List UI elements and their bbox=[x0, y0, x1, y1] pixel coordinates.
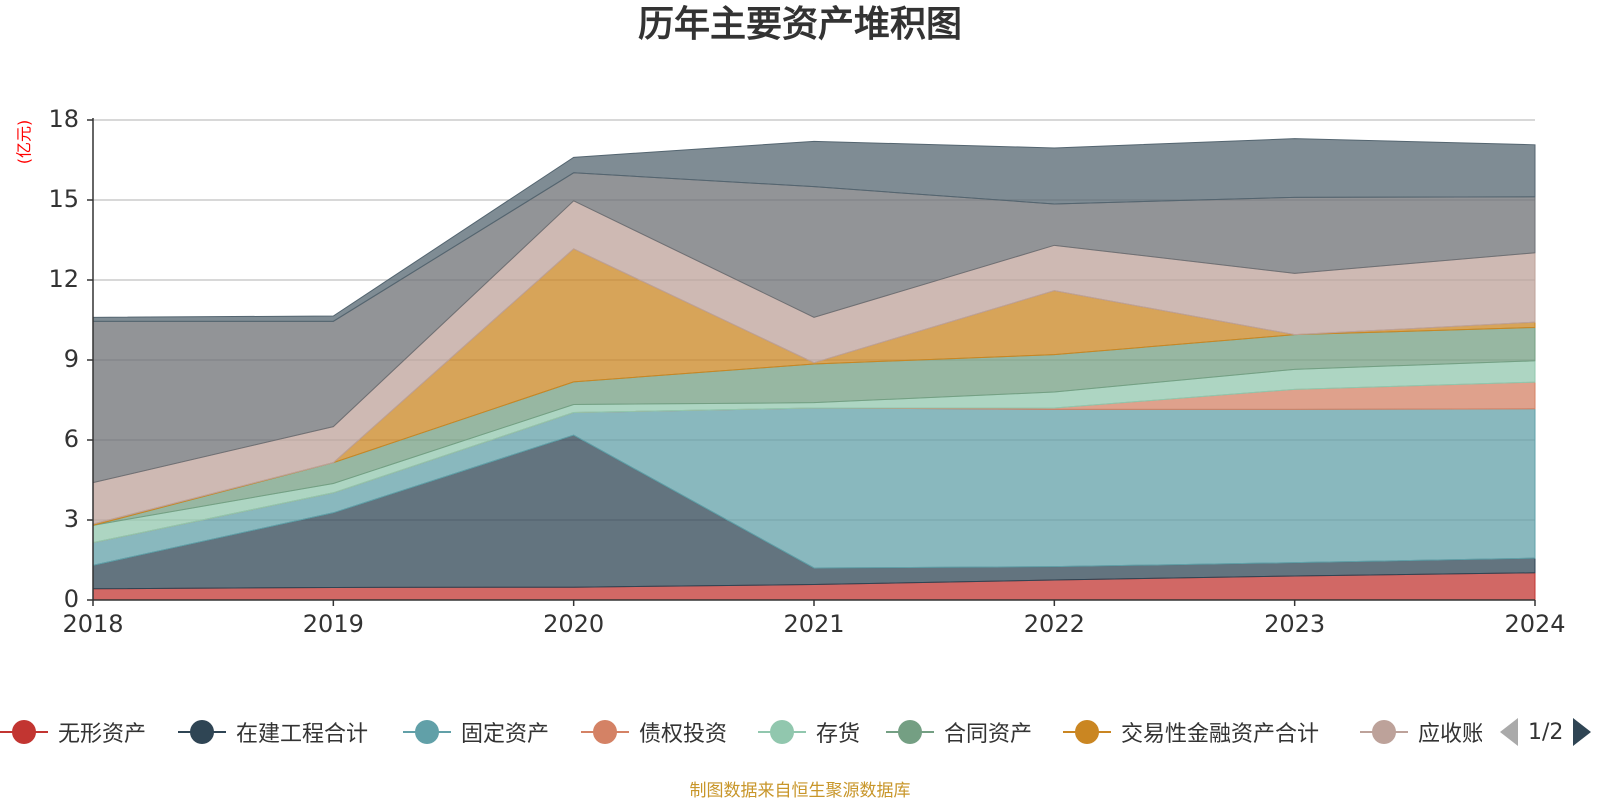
y-tick-label: 12 bbox=[48, 265, 79, 293]
y-tick-label: 0 bbox=[64, 585, 79, 613]
legend-page-indicator: 1/2 bbox=[1528, 719, 1564, 745]
legend-label: 存货 bbox=[816, 722, 861, 747]
axes: 0 3 6 9 12 15 18 2018 2019 2020 2021 2022 2023 2024 bbox=[48, 105, 1565, 638]
legend-marker-icon bbox=[178, 717, 226, 747]
legend-marker-icon bbox=[0, 717, 48, 747]
legend-item[interactable]: 交易性金融资产合计 bbox=[1063, 710, 1319, 754]
legend-items: 无形资产 在建工程合计 固定资产 债权投资 存货 合同资产 交易性金融资产合计 应收账款 bbox=[0, 710, 1482, 754]
legend-marker-icon bbox=[758, 717, 806, 747]
legend-marker-icon bbox=[1360, 717, 1408, 747]
legend-label: 债权投资 bbox=[639, 722, 728, 747]
chart-plot: 0 3 6 9 12 15 18 2018 2019 2020 2021 2022 2023 2024 (… bbox=[15, 105, 1566, 638]
legend-marker-icon bbox=[581, 717, 629, 747]
legend: 无形资产 在建工程合计 固定资产 债权投资 存货 合同资产 交易性金融资产合计 应收账款 1/… bbox=[0, 710, 1600, 754]
y-tick-label: 18 bbox=[48, 105, 79, 133]
legend-marker-icon bbox=[403, 717, 451, 747]
legend-prev-page-icon[interactable] bbox=[1500, 718, 1518, 746]
legend-marker-icon bbox=[1063, 717, 1111, 747]
legend-item[interactable]: 存货 bbox=[758, 710, 860, 754]
legend-item[interactable]: 债权投资 bbox=[581, 710, 727, 754]
x-tick-label: 2020 bbox=[543, 610, 604, 638]
legend-label: 交易性金融资产合计 bbox=[1121, 722, 1320, 747]
y-tick-label: 15 bbox=[48, 185, 79, 213]
y-axis-label: (亿元) bbox=[15, 120, 34, 165]
x-tick-label: 2023 bbox=[1264, 610, 1325, 638]
legend-label: 合同资产 bbox=[944, 722, 1033, 747]
x-tick-label: 2024 bbox=[1504, 610, 1565, 638]
legend-label: 固定资产 bbox=[461, 722, 550, 747]
legend-label: 无形资产 bbox=[58, 722, 147, 747]
x-tick-label: 2021 bbox=[783, 610, 844, 638]
legend-label: 应收账款 bbox=[1418, 722, 1482, 747]
x-tick-label: 2019 bbox=[303, 610, 364, 638]
legend-item[interactable]: 应收账款 bbox=[1360, 710, 1482, 754]
area-series bbox=[92, 138, 1536, 601]
legend-item[interactable]: 无形资产 bbox=[0, 710, 146, 754]
legend-pager: 1/2 bbox=[1500, 710, 1592, 754]
source-note: 制图数据来自恒生聚源数据库 bbox=[689, 781, 911, 801]
legend-marker-icon bbox=[886, 717, 934, 747]
legend-item[interactable]: 合同资产 bbox=[886, 710, 1032, 754]
legend-label: 在建工程合计 bbox=[236, 722, 369, 747]
y-tick-label: 3 bbox=[64, 505, 79, 533]
y-tick-label: 6 bbox=[64, 425, 79, 453]
chart-title: 历年主要资产堆积图 bbox=[637, 4, 962, 45]
area-series-10[interactable] bbox=[92, 138, 1536, 322]
y-tick-label: 9 bbox=[64, 345, 79, 373]
x-tick-label: 2022 bbox=[1024, 610, 1085, 638]
legend-next-page-icon[interactable] bbox=[1573, 718, 1592, 746]
legend-item[interactable]: 在建工程合计 bbox=[178, 710, 368, 754]
legend-item[interactable]: 固定资产 bbox=[403, 710, 549, 754]
x-tick-label: 2018 bbox=[62, 610, 123, 638]
